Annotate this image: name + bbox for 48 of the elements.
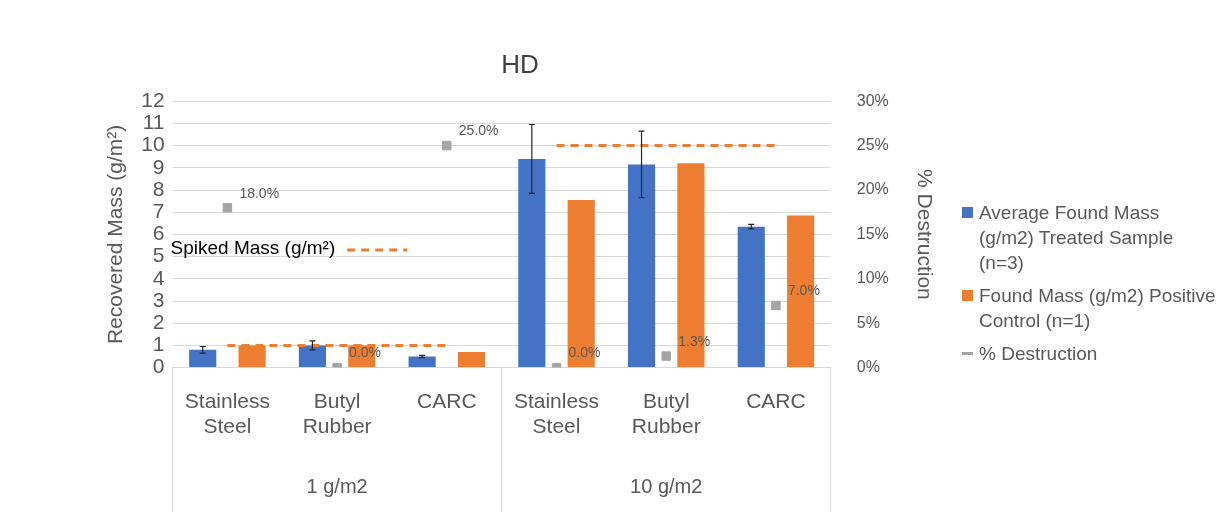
legend-label: % Destruction <box>979 342 1098 366</box>
point <box>661 351 671 361</box>
point <box>442 140 452 151</box>
chart-title: HD <box>501 48 539 79</box>
y-tick-label: 3 <box>152 287 165 311</box>
y2-tick-label: 15% <box>856 224 889 242</box>
x-tick-label: Butyl Rubber <box>302 389 372 438</box>
y-tick-label: 8 <box>152 176 165 200</box>
data-label: 18.0% <box>239 184 280 201</box>
bar <box>627 164 656 368</box>
bar <box>408 356 436 368</box>
y-tick-label: 5 <box>152 243 165 267</box>
annotation: Spiked Mass (g/m²) <box>170 237 336 259</box>
bar <box>457 352 486 368</box>
y-tick-label: 6 <box>152 221 165 245</box>
legend-label: Average Found Mass (g/m2) Treated Sample (n=3) <box>979 201 1175 275</box>
y2-tick-label: 10% <box>856 269 889 287</box>
x-tick-label: Stainless Steel <box>184 389 271 438</box>
y2-tick-label: 20% <box>856 180 889 198</box>
bar <box>189 349 217 368</box>
y2-tick-label: 25% <box>856 136 889 154</box>
y2-tick-label: 30% <box>856 91 889 109</box>
point <box>222 203 233 213</box>
y-tick-label: 4 <box>152 265 165 289</box>
y-tick-label: 12 <box>141 88 165 111</box>
y-tick-label: 0 <box>152 354 165 378</box>
y2-tick-label: 5% <box>856 313 880 331</box>
text: 1 g/m2 <box>306 475 368 498</box>
y-tick-label: 10 <box>141 132 165 156</box>
x-tick-label: Stainless Steel <box>513 389 600 438</box>
bar <box>518 158 546 368</box>
y-tick-label: 1 <box>152 332 165 356</box>
x-tick-label: Butyl Rubber <box>631 389 701 438</box>
bar <box>737 226 765 368</box>
legend-label: Found Mass (g/m2) Positive Control (n=1) <box>979 284 1217 333</box>
data-label: 25.0% <box>458 122 499 139</box>
y-tick-label: 7 <box>152 199 165 222</box>
y-tick-label: 9 <box>152 154 165 178</box>
x-tick-label: CARC <box>746 389 806 412</box>
point <box>771 300 781 311</box>
y-tick-label: 11 <box>142 110 165 134</box>
y2-tick-label: 0% <box>856 358 880 376</box>
y-tick-label: 2 <box>152 310 165 333</box>
bar <box>298 345 327 368</box>
x-tick-label: CARC <box>417 389 477 412</box>
y-axis-title: Recovered Mass (g/m²) <box>103 124 127 345</box>
y2-axis-title: % Destruction <box>913 169 937 300</box>
text: 10 g/m2 <box>630 475 703 498</box>
